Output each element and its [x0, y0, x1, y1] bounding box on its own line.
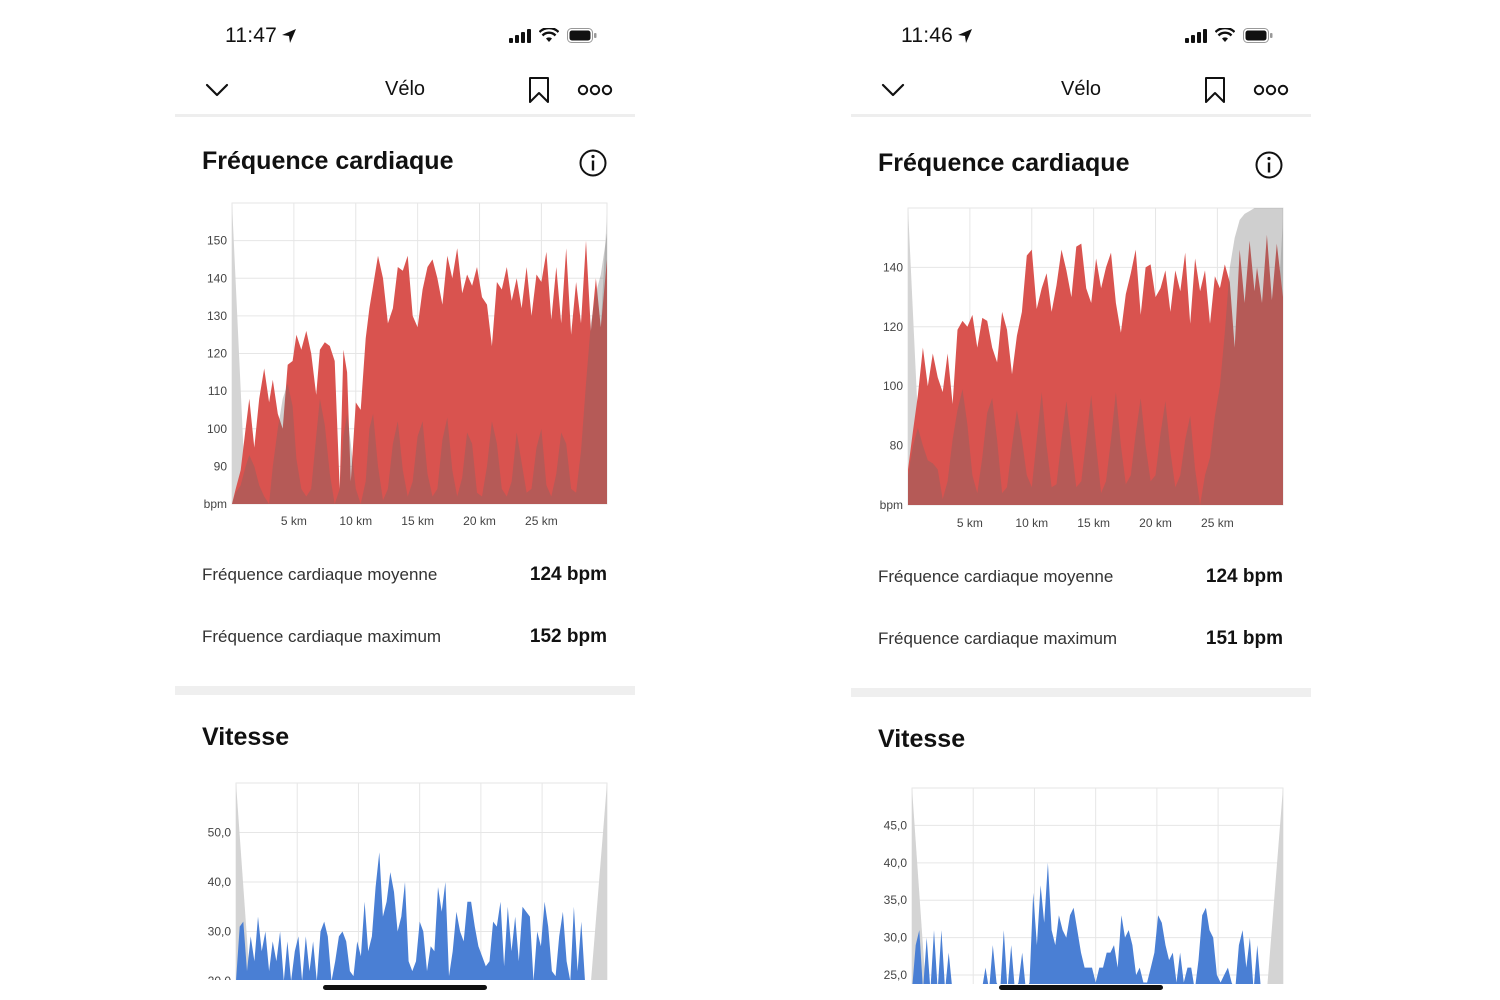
max-heart-rate-value: 151 bpm [1205, 628, 1283, 649]
nav-divider [851, 114, 1311, 117]
home-indicator [999, 985, 1163, 990]
plot-frame [911, 787, 1284, 984]
heart-rate-chart: 90 100 110 120 130 140 150 bpm 5 km 10 km 15 km 20 … [204, 202, 608, 528]
speed-area [236, 852, 585, 980]
x-tick-label: 25 km [525, 514, 558, 528]
y-tick-label: 130 [207, 309, 227, 323]
section-divider [175, 686, 635, 695]
more-options-icon[interactable] [1253, 78, 1289, 102]
x-tick-label: 5 km [281, 514, 307, 528]
y-tick-label: 120 [883, 320, 903, 334]
max-heart-rate-label: Fréquence cardiaque maximum [202, 627, 442, 646]
chart-grid [911, 787, 1284, 984]
status-time: 11:46 [901, 24, 953, 47]
y-tick-label: 110 [208, 384, 227, 398]
x-tick-label: 25 km [1201, 516, 1234, 530]
y-tick-label: 45,0 [884, 818, 908, 832]
phone-screen-left: 11:47 Vélo Fréquence cardiaque 90 100 110 1… [175, 0, 635, 1000]
y-tick-label: 140 [883, 260, 903, 274]
heart-rate-title: Fréquence cardiaque [878, 149, 1130, 177]
edge-ramp-right [1267, 788, 1283, 984]
heart-rate-chart: 80 100 120 140 bpm 5 km 10 km 15 km 20 km 25 km [880, 207, 1284, 530]
edge-ramp-left [912, 788, 926, 984]
y-tick-label: 35,0 [884, 893, 908, 907]
bookmark-icon[interactable] [527, 76, 551, 104]
y-tick-label: 100 [207, 422, 227, 436]
speed-chart: 20,0 30,0 40,0 50,0 [208, 782, 608, 980]
avg-heart-rate-label: Fréquence cardiaque moyenne [202, 565, 438, 584]
x-tick-label: 10 km [339, 514, 372, 528]
y-tick-label: 30,0 [884, 931, 908, 945]
y-tick-label: 30,0 [208, 925, 232, 939]
info-icon[interactable] [578, 148, 608, 178]
home-indicator [323, 985, 487, 990]
x-tick-label: 15 km [1077, 516, 1110, 530]
status-icons [509, 28, 597, 43]
cellular-signal-icon [509, 28, 531, 43]
location-arrow-icon [958, 29, 972, 43]
x-tick-label: 15 km [401, 514, 434, 528]
status-icons [1185, 28, 1273, 43]
wifi-icon [539, 28, 559, 42]
y-tick-label: 140 [207, 271, 227, 285]
y-tick-label: 80 [890, 439, 904, 453]
info-icon[interactable] [1254, 150, 1284, 180]
avg-heart-rate-label: Fréquence cardiaque moyenne [878, 567, 1114, 586]
location-arrow-icon [282, 29, 296, 43]
y-tick-label: 150 [207, 234, 227, 248]
cellular-signal-icon [1185, 28, 1207, 43]
heart-rate-area [908, 234, 1283, 505]
more-options-icon[interactable] [577, 78, 613, 102]
wifi-icon [1215, 28, 1235, 42]
y-axis-unit-label: bpm [880, 498, 903, 512]
page-title: Vélo [1060, 78, 1102, 100]
speed-title: Vitesse [878, 725, 966, 753]
elevation-overlay-area [908, 208, 1283, 505]
edge-ramp-right [591, 783, 607, 980]
speed-area [912, 862, 1261, 984]
y-tick-label: 40,0 [884, 856, 908, 870]
status-time-group: 11:46 [901, 24, 973, 48]
max-heart-rate-label: Fréquence cardiaque maximum [878, 629, 1118, 648]
y-tick-label: 25,0 [884, 968, 908, 982]
chevron-down-icon[interactable] [879, 76, 907, 104]
y-tick-label: 20,0 [208, 974, 232, 980]
y-tick-label: 120 [207, 347, 227, 361]
heart-rate-area [232, 240, 607, 504]
y-tick-label: 90 [214, 459, 228, 473]
y-tick-label: 100 [883, 379, 903, 393]
speed-title: Vitesse [202, 723, 290, 751]
x-tick-label: 10 km [1015, 516, 1048, 530]
x-tick-label: 20 km [1139, 516, 1172, 530]
avg-heart-rate-value: 124 bpm [529, 564, 607, 585]
heart-rate-title: Fréquence cardiaque [202, 147, 454, 175]
section-divider [851, 688, 1311, 697]
status-time-group: 11:47 [225, 24, 297, 48]
x-tick-label: 5 km [957, 516, 983, 530]
max-heart-rate-value: 152 bpm [529, 626, 607, 647]
y-axis-unit-label: bpm [204, 497, 227, 511]
nav-divider [175, 114, 635, 117]
phone-screen-right: 11:46 Vélo Fréquence cardiaque 80 100 120 1… [851, 0, 1311, 1000]
x-tick-label: 20 km [463, 514, 496, 528]
y-tick-label: 40,0 [208, 875, 232, 889]
avg-heart-rate-value: 124 bpm [1205, 566, 1283, 587]
battery-icon [567, 28, 597, 43]
chevron-down-icon[interactable] [203, 76, 231, 104]
elevation-overlay-area [232, 233, 607, 504]
speed-chart: 25,0 30,0 35,0 40,0 45,0 [884, 787, 1284, 984]
page-title: Vélo [384, 78, 426, 100]
edge-ramp-left [232, 203, 246, 504]
bookmark-icon[interactable] [1203, 76, 1227, 104]
y-tick-label: 50,0 [208, 826, 232, 840]
battery-icon [1243, 28, 1273, 43]
status-time: 11:47 [225, 24, 277, 47]
